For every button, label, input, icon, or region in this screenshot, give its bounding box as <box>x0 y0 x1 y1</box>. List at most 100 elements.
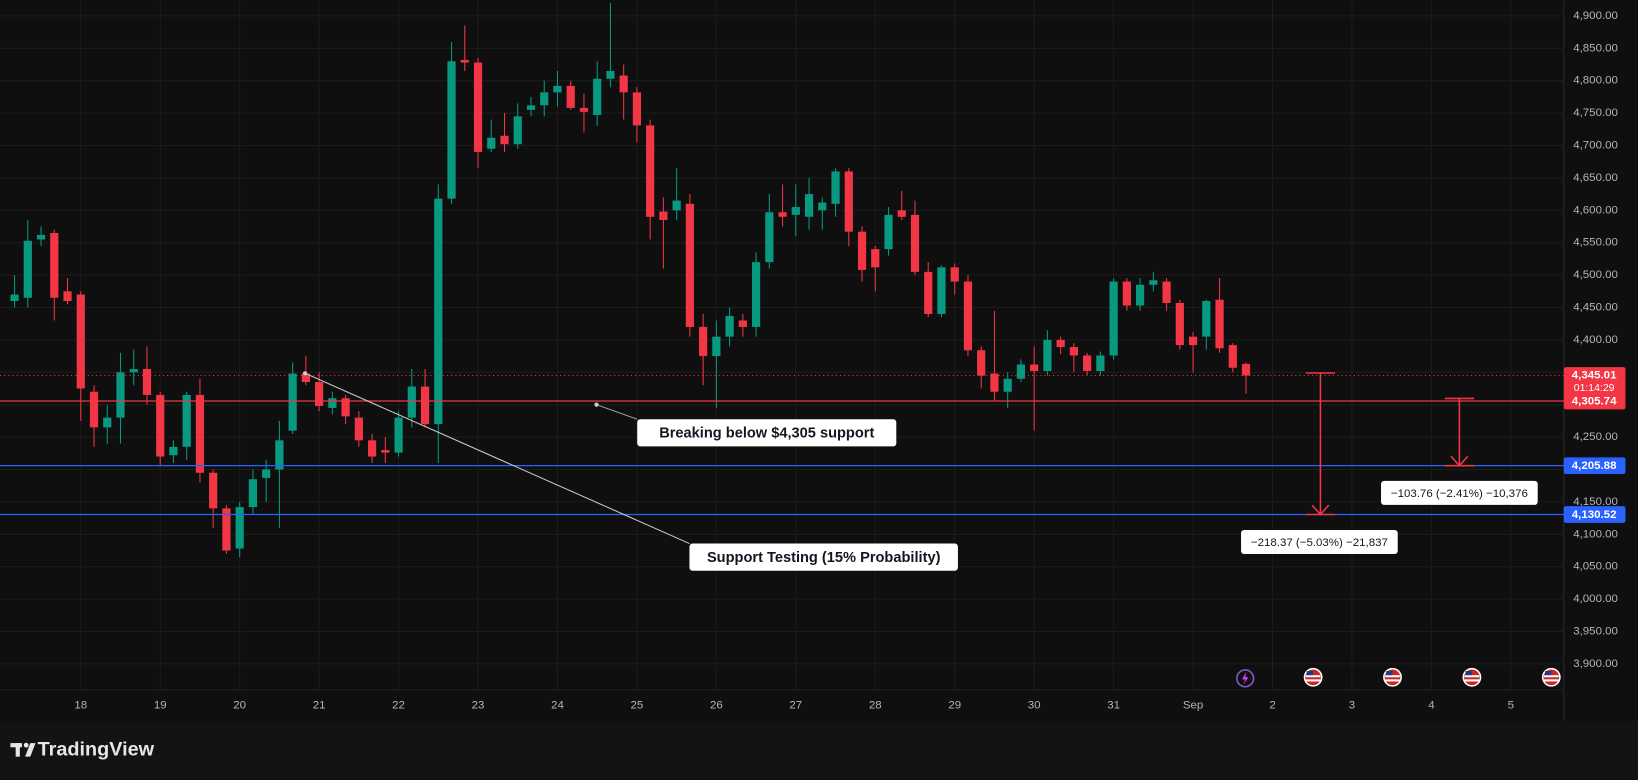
candle-body <box>778 212 787 217</box>
candle-body <box>209 472 218 509</box>
countdown-label: 01:14:29 <box>1574 383 1615 394</box>
logo <box>10 742 36 757</box>
candle-body <box>169 446 178 456</box>
candle-body <box>182 394 191 447</box>
price-tag-label: 4,130.52 <box>1572 509 1617 521</box>
candle-body <box>579 107 589 112</box>
y-tick-label: 4,700.00 <box>1573 140 1618 152</box>
candle-body <box>10 294 19 302</box>
candle-body <box>63 291 72 302</box>
candle-body <box>526 105 536 110</box>
y-tick-label: 4,150.00 <box>1573 496 1618 508</box>
annotation-anchor <box>594 402 599 407</box>
candle-body <box>553 85 562 93</box>
candle-body <box>725 315 734 337</box>
candle-body <box>937 267 946 314</box>
candle-body <box>1188 336 1198 346</box>
x-tick-label: 24 <box>551 700 564 712</box>
candle-body <box>1030 364 1039 372</box>
candle-body <box>434 198 443 425</box>
x-tick-label: 25 <box>631 700 644 712</box>
candle-body <box>1175 302 1184 346</box>
candle-body <box>513 116 522 145</box>
candle-body <box>1069 347 1078 356</box>
candle-body <box>341 398 350 417</box>
candle-body <box>262 469 271 478</box>
candle-body <box>315 382 324 406</box>
candle-body <box>1149 280 1158 285</box>
y-tick-label: 4,800.00 <box>1573 75 1618 87</box>
grid <box>0 0 1564 690</box>
candle-body <box>1162 281 1171 303</box>
y-tick-label: 4,650.00 <box>1573 172 1618 184</box>
candle-body <box>1083 355 1092 372</box>
candle-body <box>156 394 165 457</box>
candle-body <box>500 135 509 145</box>
candle-body <box>871 249 880 268</box>
candle-body <box>116 372 125 418</box>
x-tick-label: 22 <box>392 700 405 712</box>
candle-body <box>977 350 986 376</box>
candle-body <box>89 391 99 428</box>
measure-box <box>1241 529 1398 555</box>
y-tick-label: 4,850.00 <box>1573 42 1618 54</box>
annotation-anchor <box>302 371 308 376</box>
candle-body <box>420 386 430 425</box>
y-tick-label: 4,000.00 <box>1573 593 1618 605</box>
y-tick-label: 4,550.00 <box>1573 237 1618 249</box>
candle-body <box>791 207 800 215</box>
measure-label: −103.76 (−2.41%) −10,376 <box>1391 488 1528 500</box>
candle-body <box>407 386 416 418</box>
candle-body <box>447 61 456 199</box>
candle-body <box>765 212 774 263</box>
candle-body <box>751 262 761 327</box>
candle-body <box>248 479 258 508</box>
candle-body <box>222 508 231 551</box>
x-tick-label: 20 <box>233 700 246 712</box>
x-tick-label: 23 <box>472 700 485 712</box>
candle-body <box>1202 301 1211 337</box>
x-tick-label: 28 <box>869 700 882 712</box>
price-tag-label: 4,305.74 <box>1572 396 1617 408</box>
candle-body <box>1003 378 1012 392</box>
candle-body <box>1016 364 1026 379</box>
price-tag <box>1563 457 1626 475</box>
candle-body <box>540 92 549 106</box>
candle-body <box>950 267 959 282</box>
candle-body <box>1043 339 1052 372</box>
x-tick-label: 26 <box>710 700 723 712</box>
annotation-text: Breaking below $4,305 support <box>659 426 874 442</box>
y-tick-label: 4,500.00 <box>1573 269 1618 281</box>
candle-body <box>50 232 59 298</box>
annotation-box <box>637 419 897 447</box>
y-tick-label: 4,250.00 <box>1573 431 1618 443</box>
candle-body <box>473 62 483 152</box>
annotation-box <box>689 543 958 571</box>
candle-body <box>288 373 297 431</box>
candle-body <box>924 271 933 314</box>
x-tick-label: 31 <box>1107 700 1120 712</box>
candle-body <box>672 200 681 211</box>
measure-label: −218.37 (−5.03%) −21,837 <box>1251 537 1388 549</box>
x-tick-label: 3 <box>1349 700 1355 712</box>
candle-body <box>76 294 85 389</box>
candle-body <box>632 92 642 126</box>
plot-area <box>0 0 1564 721</box>
candle-body <box>394 417 403 453</box>
candle-body <box>460 59 469 63</box>
candle-body <box>712 336 721 357</box>
x-tick-label: 29 <box>948 700 961 712</box>
y-tick-label: 4,600.00 <box>1573 204 1618 216</box>
candle-body <box>487 137 496 149</box>
candle-body <box>659 211 668 221</box>
x-tick-label: 4 <box>1428 700 1435 712</box>
candle-body <box>367 440 377 457</box>
candle-body <box>699 326 708 357</box>
candle-body <box>103 417 112 428</box>
candle-body <box>1228 345 1237 368</box>
candle-body <box>36 234 46 240</box>
candle-body <box>646 125 655 217</box>
candle-body <box>897 210 906 217</box>
